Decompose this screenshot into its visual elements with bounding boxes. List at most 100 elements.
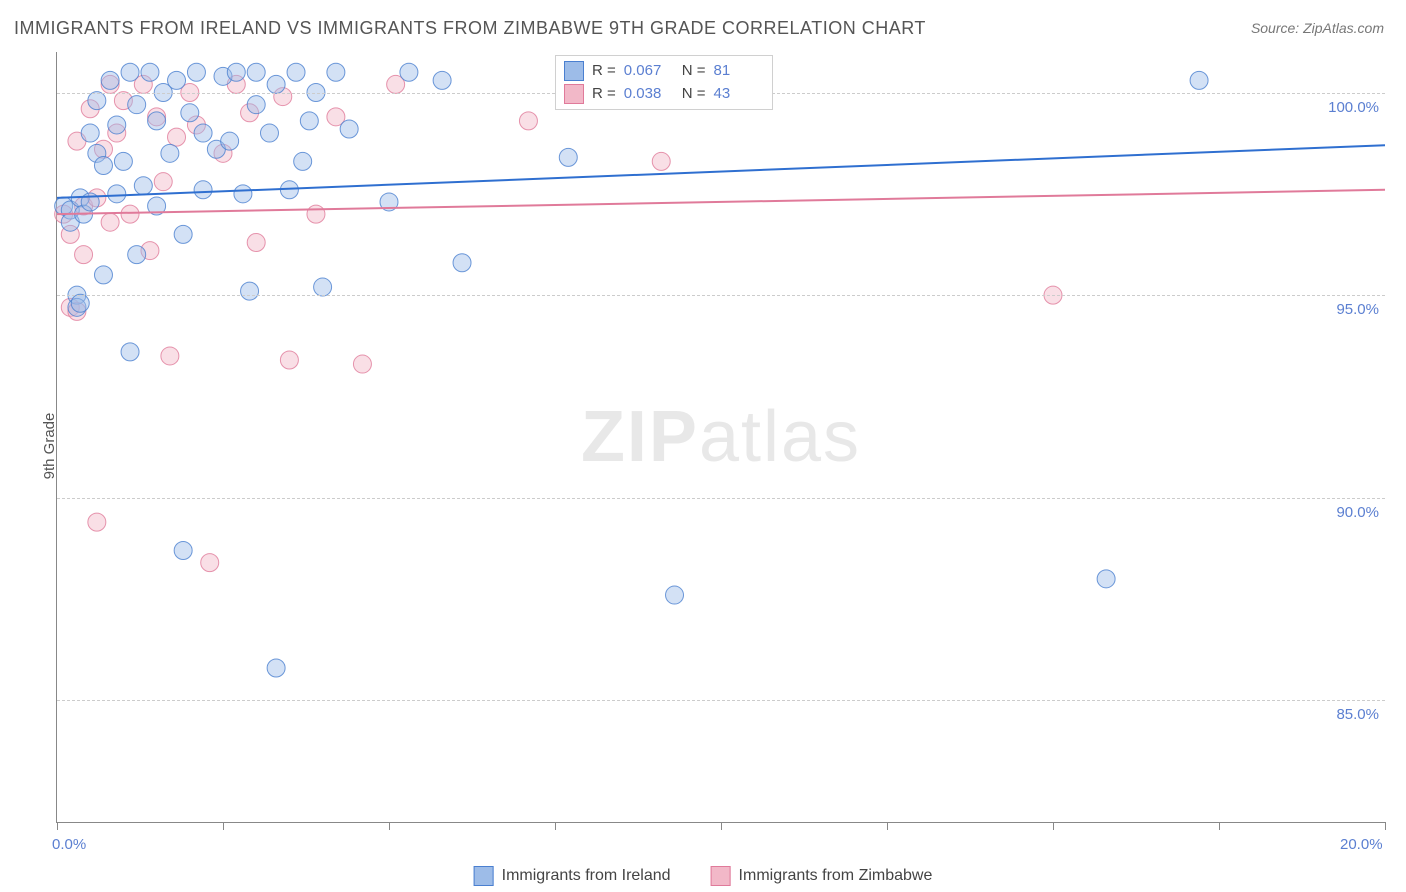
- legend-swatch: [474, 866, 494, 886]
- data-point: [247, 96, 265, 114]
- x-tick: [1219, 822, 1220, 830]
- data-point: [234, 185, 252, 203]
- legend-r-value: 0.067: [624, 60, 674, 83]
- legend-series-name: Immigrants from Zimbabwe: [739, 867, 933, 885]
- data-point: [247, 63, 265, 81]
- data-point: [307, 205, 325, 223]
- legend-swatch: [564, 84, 584, 104]
- data-point: [287, 63, 305, 81]
- data-point: [121, 205, 139, 223]
- y-tick-label: 85.0%: [1336, 706, 1379, 723]
- x-tick: [887, 822, 888, 830]
- data-point: [194, 124, 212, 142]
- chart-title: IMMIGRANTS FROM IRELAND VS IMMIGRANTS FR…: [14, 18, 926, 39]
- x-tick: [1053, 822, 1054, 830]
- data-point: [88, 513, 106, 531]
- data-point: [101, 213, 119, 231]
- data-point: [174, 225, 192, 243]
- data-point: [241, 282, 259, 300]
- x-tick: [555, 822, 556, 830]
- data-point: [181, 104, 199, 122]
- legend-row: R = 0.067 N = 81: [564, 60, 764, 83]
- x-tick: [389, 822, 390, 830]
- legend-row: R = 0.038 N = 43: [564, 83, 764, 106]
- legend-n-label: N =: [682, 83, 706, 106]
- legend-r-value: 0.038: [624, 83, 674, 106]
- data-point: [652, 152, 670, 170]
- legend-n-value: 43: [714, 83, 764, 106]
- data-point: [1190, 71, 1208, 89]
- regression-line: [57, 190, 1385, 214]
- data-point: [187, 63, 205, 81]
- data-point: [201, 554, 219, 572]
- data-point: [141, 63, 159, 81]
- data-point: [433, 71, 451, 89]
- data-point: [453, 254, 471, 272]
- data-point: [114, 152, 132, 170]
- x-tick: [57, 822, 58, 830]
- data-point: [108, 116, 126, 134]
- data-point: [94, 156, 112, 174]
- data-point: [148, 112, 166, 130]
- data-point: [353, 355, 371, 373]
- y-tick-label: 90.0%: [1336, 504, 1379, 521]
- legend-r-label: R =: [592, 83, 616, 106]
- data-point: [194, 181, 212, 199]
- regression-line: [57, 145, 1385, 198]
- data-point: [519, 112, 537, 130]
- data-point: [81, 124, 99, 142]
- data-point: [101, 71, 119, 89]
- legend-r-label: R =: [592, 60, 616, 83]
- data-point: [1097, 570, 1115, 588]
- data-point: [75, 246, 93, 264]
- data-point: [340, 120, 358, 138]
- data-point: [247, 233, 265, 251]
- legend-series-name: Immigrants from Ireland: [502, 867, 671, 885]
- data-point: [300, 112, 318, 130]
- x-tick-label: 20.0%: [1340, 836, 1383, 853]
- legend-n-label: N =: [682, 60, 706, 83]
- data-point: [174, 541, 192, 559]
- data-point: [168, 71, 186, 89]
- data-point: [267, 75, 285, 93]
- data-point: [227, 63, 245, 81]
- gridline: [57, 700, 1385, 701]
- data-point: [161, 347, 179, 365]
- legend-correlation: R = 0.067 N = 81 R = 0.038 N = 43: [555, 55, 773, 110]
- data-point: [154, 173, 172, 191]
- data-point: [108, 185, 126, 203]
- data-point: [260, 124, 278, 142]
- data-point: [121, 63, 139, 81]
- legend-item: Immigrants from Zimbabwe: [711, 866, 933, 886]
- data-point: [121, 343, 139, 361]
- data-point: [168, 128, 186, 146]
- data-point: [314, 278, 332, 296]
- data-point: [327, 63, 345, 81]
- x-tick-label: 0.0%: [52, 836, 86, 853]
- data-point: [267, 659, 285, 677]
- data-point: [294, 152, 312, 170]
- legend-n-value: 81: [714, 60, 764, 83]
- plot-svg: [57, 52, 1385, 822]
- legend-item: Immigrants from Ireland: [474, 866, 671, 886]
- data-point: [666, 586, 684, 604]
- data-point: [128, 96, 146, 114]
- legend-swatch: [564, 61, 584, 81]
- y-tick-label: 100.0%: [1328, 99, 1379, 116]
- data-point: [400, 63, 418, 81]
- data-point: [280, 351, 298, 369]
- legend-bottom: Immigrants from Ireland Immigrants from Z…: [474, 866, 933, 886]
- data-point: [128, 246, 146, 264]
- x-tick: [721, 822, 722, 830]
- gridline: [57, 498, 1385, 499]
- legend-swatch: [711, 866, 731, 886]
- gridline: [57, 295, 1385, 296]
- data-point: [161, 144, 179, 162]
- data-point: [94, 266, 112, 284]
- plot-area: ZIPatlas 100.0%95.0%90.0%85.0%: [56, 52, 1385, 823]
- source-label: Source: ZipAtlas.com: [1251, 20, 1384, 36]
- data-point: [88, 92, 106, 110]
- y-tick-label: 95.0%: [1336, 301, 1379, 318]
- data-point: [71, 294, 89, 312]
- x-tick: [223, 822, 224, 830]
